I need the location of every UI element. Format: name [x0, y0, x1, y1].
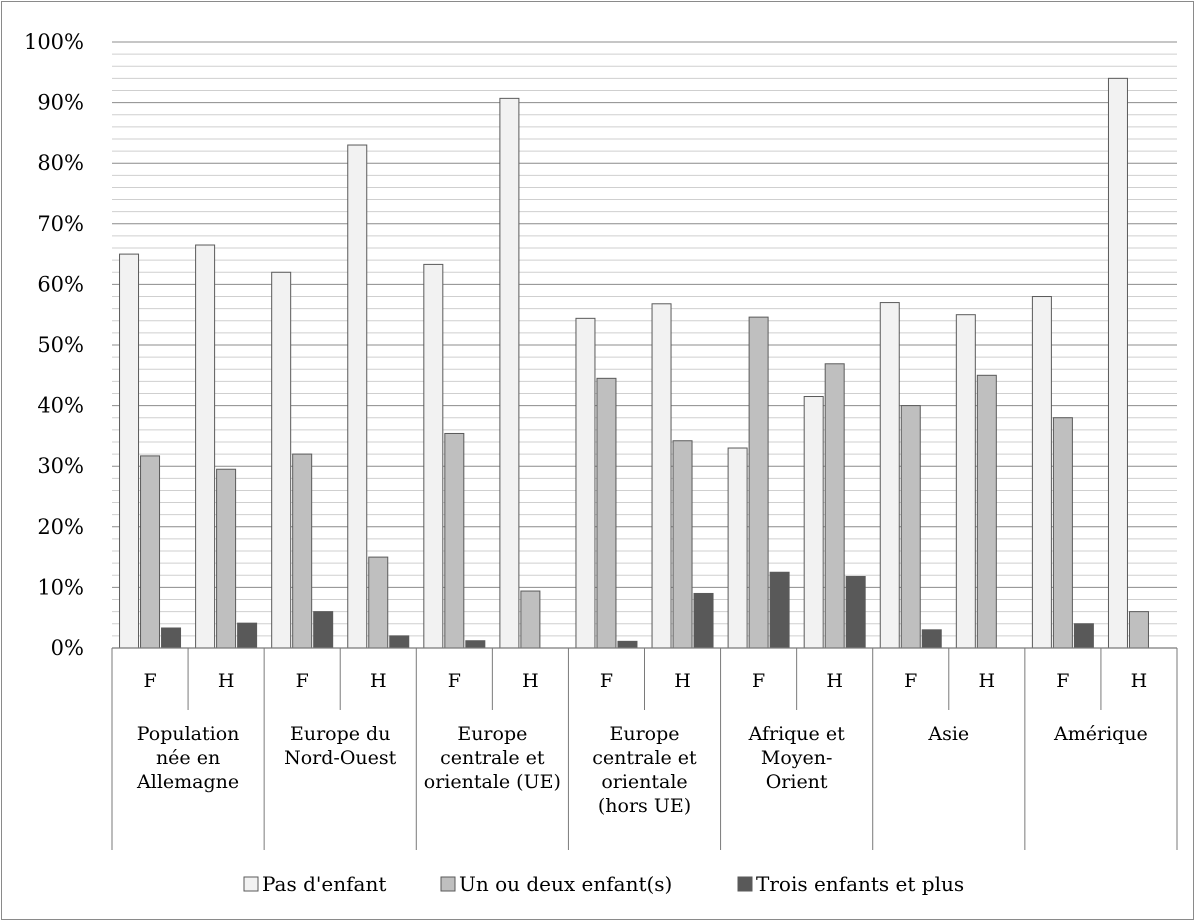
x-category-label: H	[218, 670, 235, 692]
bar	[900, 405, 921, 649]
x-category-label: H	[674, 670, 691, 692]
y-axis-tick-labels: 0% 10% 20% 30% 40% 50% 60% 70% 80% 90% 100%	[24, 30, 84, 660]
bar	[921, 629, 942, 649]
x-category-label: F	[904, 670, 917, 692]
bar	[1128, 611, 1149, 649]
y-tick-label: 40%	[37, 394, 84, 418]
x-group-label: Afrique et	[748, 723, 846, 745]
bar	[313, 611, 334, 649]
x-category-label: F	[600, 670, 613, 692]
bar	[499, 97, 520, 649]
x-group-label: Europe	[457, 723, 527, 745]
x-category-label: H	[826, 670, 843, 692]
x-category-label: H	[1131, 670, 1148, 692]
bar	[879, 302, 900, 649]
bar	[140, 455, 161, 649]
bar	[1031, 296, 1052, 649]
legend-swatch	[737, 876, 753, 892]
y-tick-label: 0%	[51, 636, 84, 660]
bar	[195, 244, 216, 649]
x-group-label: Asie	[927, 723, 969, 745]
legend-label: Pas d'enfant	[262, 872, 386, 896]
x-category-label: F	[143, 670, 156, 692]
bar	[617, 640, 638, 649]
bar	[1073, 623, 1094, 649]
x-category-label: F	[296, 670, 309, 692]
bar	[824, 363, 845, 649]
x-group-label: Allemagne	[136, 771, 239, 793]
y-tick-label: 10%	[37, 575, 84, 599]
bar	[575, 317, 596, 649]
legend-swatch	[243, 876, 259, 892]
bar	[748, 316, 769, 649]
y-tick-label: 90%	[37, 91, 84, 115]
bar	[727, 447, 748, 649]
x-group-label: Population	[137, 723, 240, 745]
bar	[119, 253, 140, 649]
x-group-label: orientale	[601, 771, 687, 793]
bar	[976, 374, 997, 649]
bar	[444, 432, 465, 649]
bar	[769, 571, 790, 649]
x-group-label: (hors UE)	[598, 795, 691, 817]
bar	[389, 635, 410, 649]
y-tick-label: 70%	[37, 212, 84, 236]
bar	[693, 592, 714, 649]
bar	[271, 271, 292, 649]
x-group-label: Orient	[766, 771, 828, 793]
legend: Pas d'enfant Un ou deux enfant(s) Trois en…	[243, 872, 964, 896]
y-tick-label: 30%	[37, 454, 84, 478]
x-category-label: F	[752, 670, 765, 692]
y-tick-label: 20%	[37, 515, 84, 539]
x-category-label: H	[522, 670, 539, 692]
bar	[465, 640, 486, 649]
y-tick-label: 80%	[37, 151, 84, 175]
x-group-label: centrale et	[440, 747, 545, 769]
bar	[596, 377, 617, 649]
bar	[292, 453, 313, 649]
bar	[1107, 77, 1128, 649]
x-group-label: Nord-Ouest	[284, 747, 397, 769]
bars	[119, 77, 1149, 649]
legend-label: Trois enfants et plus	[756, 872, 964, 896]
x-category-label: H	[370, 670, 387, 692]
bar	[651, 303, 672, 649]
x-group-label: Amérique	[1053, 723, 1148, 745]
y-tick-label: 100%	[24, 30, 84, 54]
x-group-label: centrale et	[592, 747, 697, 769]
x-category-label: F	[448, 670, 461, 692]
x-group-label: orientale (UE)	[424, 771, 561, 793]
bar	[347, 144, 368, 649]
legend-swatch	[440, 876, 456, 892]
x-group-label: Moyen-	[761, 747, 833, 769]
bar	[423, 263, 444, 649]
bar	[161, 627, 182, 649]
x-group-label: Europe du	[290, 723, 390, 745]
bar	[216, 468, 237, 649]
bar	[803, 396, 824, 649]
x-group-label: Europe	[609, 723, 679, 745]
x-group-label: née en	[156, 747, 220, 769]
y-tick-label: 50%	[37, 333, 84, 357]
y-tick-label: 60%	[37, 272, 84, 296]
bar	[1052, 417, 1073, 649]
bar	[520, 590, 541, 649]
bar	[368, 556, 389, 649]
x-category-label: H	[979, 670, 996, 692]
legend-label: Un ou deux enfant(s)	[459, 872, 672, 896]
bar	[955, 314, 976, 649]
bar	[845, 575, 866, 649]
bar	[672, 440, 693, 649]
bar	[237, 622, 258, 649]
x-category-label: F	[1056, 670, 1069, 692]
